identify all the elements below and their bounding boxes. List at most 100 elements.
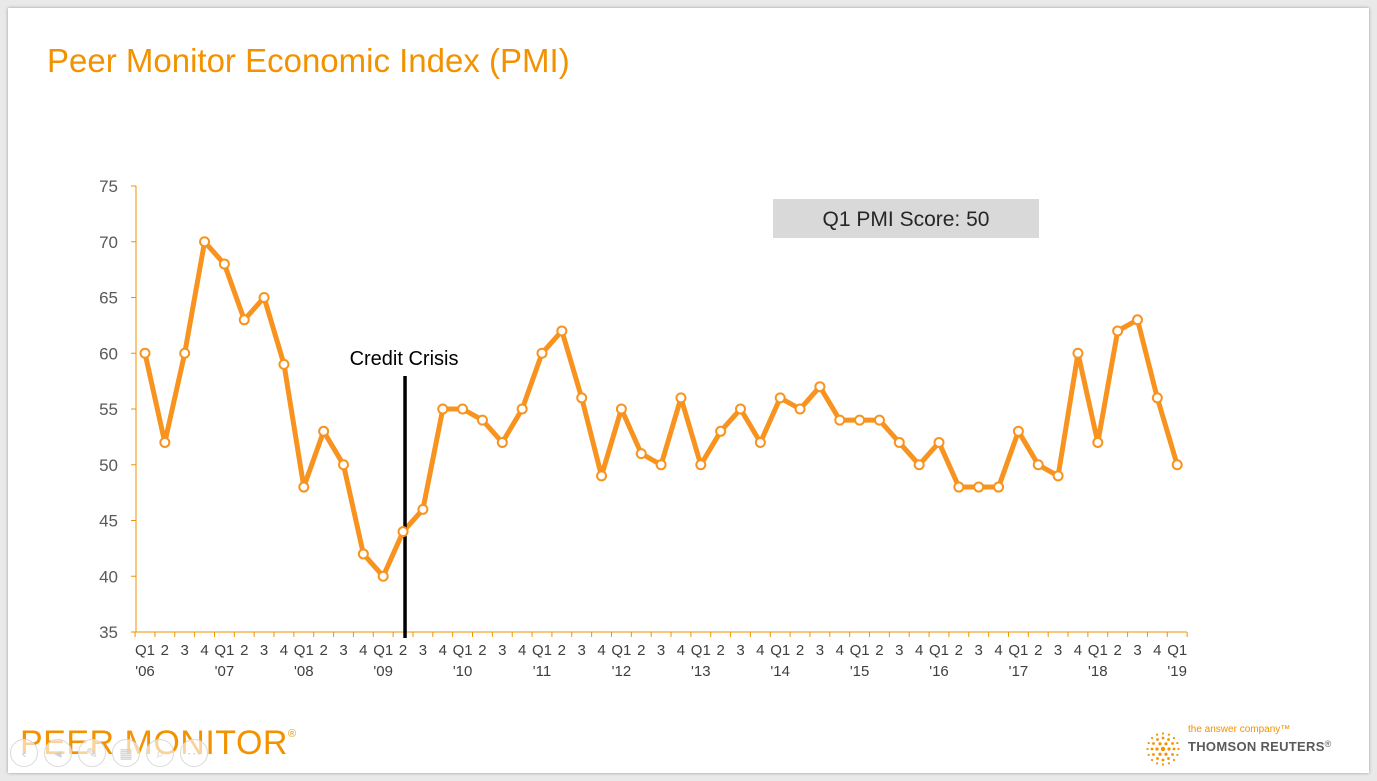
- score-box-text: Q1 PMI Score: 50: [823, 208, 990, 231]
- x-tick-label: 2: [796, 642, 804, 659]
- x-tick-label: 2: [1034, 642, 1042, 659]
- logo-dot: [1176, 753, 1179, 757]
- logo-dot: [1150, 747, 1154, 751]
- data-point: [655, 459, 667, 471]
- data-point: [794, 403, 806, 415]
- data-point: [854, 414, 866, 426]
- data-point: [516, 403, 528, 415]
- x-year-label: '13: [691, 663, 711, 680]
- x-tick-label: 2: [955, 642, 963, 659]
- data-point: [457, 403, 469, 415]
- data-point: [953, 481, 965, 493]
- x-tick-label: 4: [994, 642, 1002, 659]
- x-tick-label: 2: [1113, 642, 1121, 659]
- more-icon[interactable]: ⋯: [180, 739, 208, 767]
- series-line: [142, 239, 1180, 579]
- data-point: [417, 503, 429, 515]
- partner-tagline: the answer company™: [1188, 724, 1291, 735]
- x-tick-label: Q1: [532, 642, 552, 659]
- x-year-label: '11: [533, 663, 551, 680]
- previous-icon[interactable]: ◂: [44, 739, 72, 767]
- x-tick-label: 3: [657, 642, 665, 659]
- data-point: [318, 425, 330, 437]
- data-point: [1032, 459, 1044, 471]
- logo-dot: [1158, 752, 1162, 756]
- data-point: [357, 548, 369, 560]
- x-year-label: '06: [135, 663, 155, 680]
- x-tick-label: 3: [1054, 642, 1062, 659]
- logo-dot: [1152, 742, 1155, 745]
- x-tick-label: 2: [319, 642, 327, 659]
- x-year-label: '14: [770, 663, 790, 680]
- x-tick-label: 3: [816, 642, 824, 659]
- data-point: [476, 414, 488, 426]
- x-tick-label: 2: [558, 642, 566, 659]
- x-tick-label: 4: [1153, 642, 1161, 659]
- x-tick-label: Q1: [214, 642, 234, 659]
- data-point: [218, 258, 230, 270]
- data-point: [576, 392, 588, 404]
- data-point: [338, 459, 349, 471]
- data-point: [377, 570, 389, 582]
- x-tick-label: 3: [736, 642, 744, 659]
- logo-dot: [1167, 738, 1170, 741]
- logo-dot: [1155, 762, 1159, 765]
- logo-dot: [1152, 753, 1155, 756]
- data-point: [159, 436, 171, 448]
- logo-dot: [1167, 747, 1171, 751]
- logo-dot: [1171, 753, 1174, 756]
- y-tick-label: 35: [99, 623, 118, 642]
- y-tick-label: 70: [99, 233, 118, 252]
- y-tick-label: 45: [99, 512, 118, 531]
- x-year-label: '18: [1088, 663, 1108, 680]
- x-tick-label: Q1: [135, 642, 155, 659]
- data-point: [635, 448, 647, 460]
- data-point: [814, 381, 826, 393]
- x-tick-label: 2: [478, 642, 486, 659]
- x-tick-label: 3: [578, 642, 586, 659]
- x-tick-label: Q1: [1167, 642, 1187, 659]
- zoom-icon[interactable]: ⌕: [146, 739, 174, 767]
- data-point: [754, 436, 766, 448]
- x-tick-label: 2: [399, 642, 407, 659]
- logo-dot: [1146, 747, 1149, 751]
- logo-dot: [1150, 758, 1154, 762]
- back-icon[interactable]: ‹: [10, 739, 38, 767]
- logo-dot: [1167, 733, 1171, 736]
- x-tick-label: Q1: [453, 642, 473, 659]
- data-point: [596, 470, 608, 482]
- data-point: [973, 481, 985, 493]
- data-point: [556, 325, 568, 337]
- logo-dot: [1161, 736, 1165, 740]
- data-point: [993, 481, 1005, 493]
- data-point: [913, 459, 925, 471]
- data-point: [873, 414, 885, 426]
- x-year-label: '19: [1167, 663, 1187, 680]
- logo-dot: [1177, 747, 1180, 751]
- data-point: [139, 347, 151, 359]
- x-tick-label: 3: [339, 642, 347, 659]
- data-point: [1092, 436, 1104, 448]
- x-tick-label: Q1: [929, 642, 949, 659]
- x-year-label: '16: [929, 663, 949, 680]
- partner-name-text: THOMSON REUTERS: [1188, 739, 1325, 754]
- x-tick-label: 4: [836, 642, 844, 659]
- data-point: [774, 392, 786, 404]
- x-tick-label: 4: [280, 642, 288, 659]
- logo-dot: [1172, 758, 1176, 762]
- data-point: [437, 403, 449, 415]
- x-year-label: '07: [215, 663, 235, 680]
- slides-icon[interactable]: ▦: [112, 739, 140, 767]
- pen-icon[interactable]: ✎: [78, 739, 106, 767]
- data-point: [1052, 470, 1064, 482]
- logo-dot: [1147, 753, 1150, 757]
- x-tick-label: 4: [756, 642, 764, 659]
- x-tick-label: Q1: [770, 642, 790, 659]
- logo-dot: [1156, 738, 1159, 741]
- logo-dot: [1161, 758, 1165, 762]
- x-tick-label: 4: [915, 642, 923, 659]
- score-box: [773, 199, 1039, 238]
- x-tick-label: 3: [1133, 642, 1141, 659]
- data-point: [675, 392, 687, 404]
